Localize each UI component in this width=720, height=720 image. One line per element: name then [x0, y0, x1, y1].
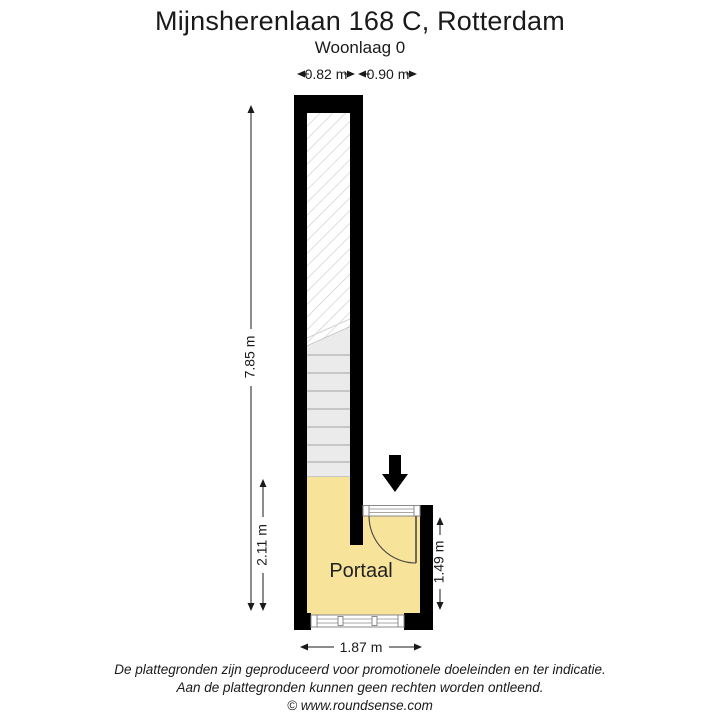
dim-left-total	[247, 105, 255, 611]
page-subtitle: Woonlaag 0	[314, 38, 406, 57]
dim-left-portaal	[259, 479, 267, 611]
dim-top-entrance	[358, 70, 417, 78]
dim-left-total-label: 7.85 m	[242, 336, 258, 379]
wall-bottom-right	[404, 613, 433, 630]
window-bottom	[310, 614, 405, 628]
dim-bottom-label: 1.87 m	[340, 639, 383, 655]
copyright-line: © www.roundsense.com	[287, 698, 433, 713]
wall-shaft-right	[350, 95, 363, 545]
disclaimer-footer: De plattegronden zijn geproduceerd voor …	[0, 661, 720, 715]
stair-void-hatch	[307, 113, 350, 346]
wall-top	[294, 95, 363, 113]
portaal-floor	[307, 477, 420, 615]
disclaimer-line-1: De plattegronden zijn geproduceerd voor …	[114, 662, 606, 677]
dim-right-entrance	[436, 517, 444, 610]
entrance-arrow-icon	[382, 455, 408, 492]
window-jamb-right	[397, 614, 405, 628]
dim-bottom	[300, 643, 422, 651]
window-jamb-left	[310, 614, 318, 628]
door-jamb-left	[362, 505, 370, 517]
dim-left-portaal-label: 2.11 m	[254, 524, 270, 566]
stair-break-line-upper	[306, 318, 351, 339]
door-jamb-right	[413, 505, 421, 517]
staircase	[307, 327, 350, 478]
stair-treads-area	[307, 327, 350, 477]
dim-top-entrance-label: 0.90 m	[367, 66, 410, 82]
entrance-door-frame	[362, 505, 421, 517]
door-swing-arc	[368, 515, 417, 564]
window-mullion	[337, 616, 344, 626]
wall-bottom-left	[294, 613, 311, 630]
room-label-portaal: Portaal	[329, 560, 392, 582]
entrance-door	[368, 515, 417, 564]
dim-top-shaft	[297, 70, 355, 78]
wall-left	[294, 95, 307, 630]
walls	[294, 95, 433, 630]
dim-right-entrance-label: 1.49 m	[431, 541, 447, 584]
dim-top-shaft-label: 0.82 m	[305, 66, 348, 82]
wall-right	[420, 505, 433, 630]
page-title: Mijnsherenlaan 168 C, Rotterdam	[155, 6, 565, 36]
window-mullion	[371, 616, 378, 626]
disclaimer-line-2: Aan de plattegronden kunnen geen rechten…	[176, 680, 544, 695]
